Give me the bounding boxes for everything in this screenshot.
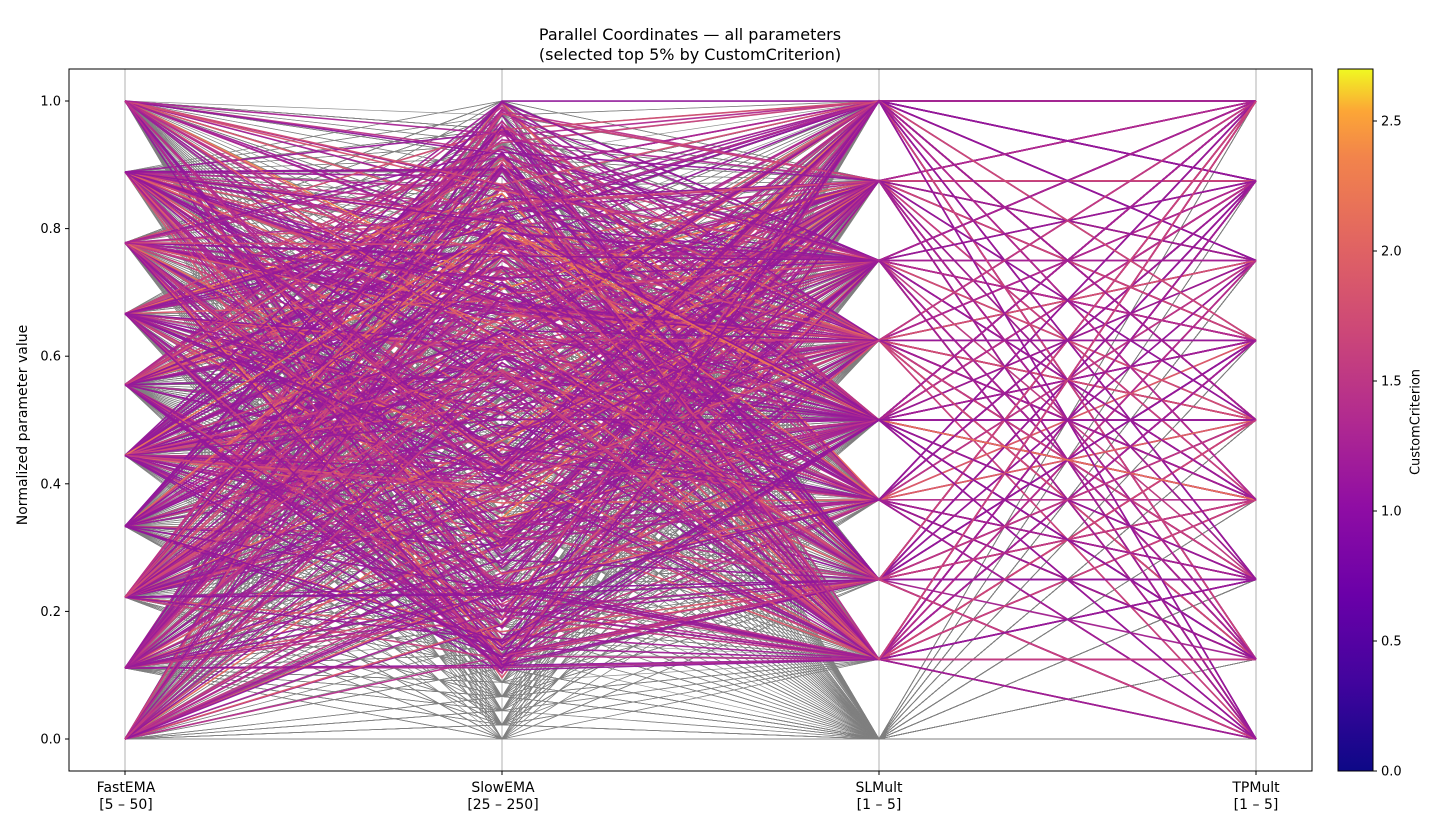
y-tick-label: 0.0: [40, 733, 61, 748]
colorbar-tick-label: 1.5: [1381, 375, 1402, 390]
y-tick-label: 0.6: [40, 350, 61, 365]
selected-line: [124, 335, 1257, 740]
chart-subtitle: (selected top 5% by CustomCriterion): [538, 45, 842, 64]
selected-line: [124, 100, 1257, 494]
y-tick-label: 0.8: [40, 222, 61, 237]
selected-line: [124, 99, 1257, 580]
y-tick-label: 1.0: [40, 95, 61, 110]
y-tick-label: 0.4: [40, 477, 61, 492]
y-axis-label: Normalized parameter value: [15, 324, 31, 526]
background-line: [124, 100, 1256, 116]
axis-range: [25 – 250]: [467, 797, 539, 813]
chart-title: Parallel Coordinates — all parameters: [538, 25, 842, 44]
colorbar-tick-label: 2.5: [1381, 115, 1402, 130]
axis-name: FastEMA: [96, 780, 156, 796]
colorbar-tick-label: 0.0: [1381, 765, 1402, 780]
colorbar-ticks: 0.0 0.5 1.0 1.5 2.0 2.5: [1373, 115, 1402, 780]
axis-label-slmult: SLMult [1 – 5]: [799, 780, 959, 814]
selected-line: [124, 99, 1257, 629]
y-tick-label: 0.2: [40, 605, 61, 620]
selected-line: [124, 179, 1257, 670]
axis-range: [1 – 5]: [1233, 797, 1279, 813]
selected-line: [124, 171, 1256, 421]
axis-name: TPMult: [1232, 780, 1280, 796]
selected-line: [124, 313, 1257, 671]
colorbar-label: CustomCriterion: [1408, 368, 1424, 476]
selected-line: [124, 226, 1257, 501]
colorbar-tick-label: 1.0: [1381, 505, 1402, 520]
colorbar-tick-label: 2.0: [1381, 245, 1402, 260]
selected-lines: [124, 99, 1257, 740]
selected-line: [124, 419, 1257, 740]
axis-range: [5 – 50]: [99, 797, 153, 813]
selected-line: [124, 419, 1257, 660]
selected-line: [124, 100, 1257, 661]
plot-frame: [68, 68, 1313, 772]
axis-name: SLMult: [855, 780, 903, 796]
y-axis: 0.0 0.2 0.4 0.6 0.8 1.0: [40, 95, 1257, 775]
axis-label-fastema: FastEMA [5 – 50]: [46, 780, 206, 814]
axis-name: SlowEMA: [471, 780, 535, 796]
axis-label-slowema: SlowEMA [25 – 250]: [423, 780, 583, 814]
selected-line: [124, 100, 1257, 262]
axis-range: [1 – 5]: [856, 797, 902, 813]
axis-label-tpmult: TPMult [1 – 5]: [1176, 780, 1336, 814]
colorbar: [1337, 68, 1374, 772]
plot-area: [124, 69, 1257, 771]
colorbar-tick-label: 0.5: [1381, 635, 1402, 650]
